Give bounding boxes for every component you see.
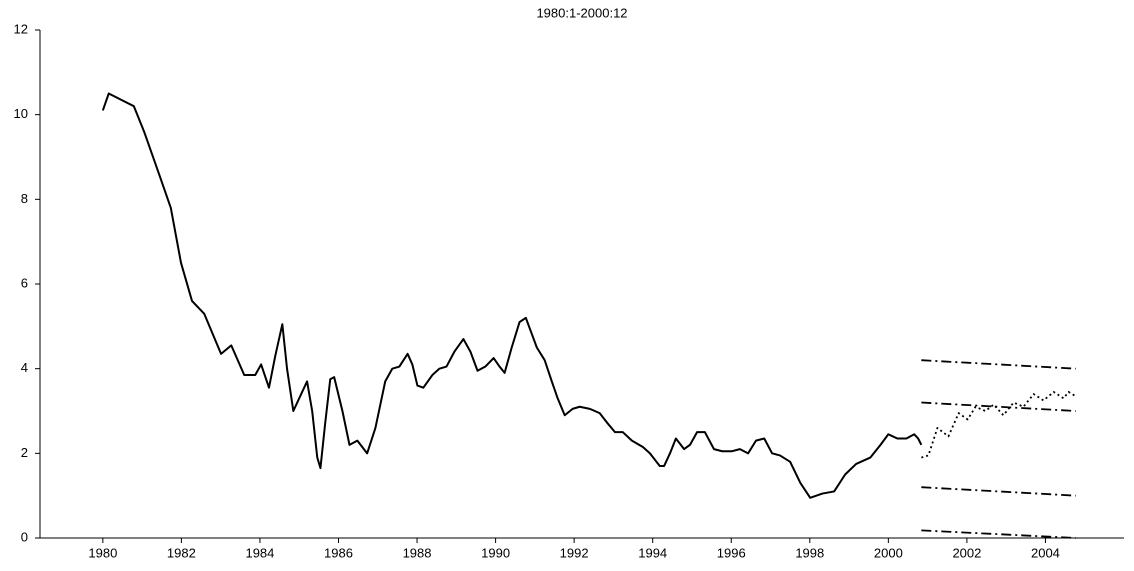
x-tick-label: 1984 [245, 545, 274, 560]
chart-title: 1980:1-2000:12 [536, 5, 627, 20]
x-tick-label: 1998 [795, 545, 824, 560]
y-tick-label: 6 [21, 275, 28, 290]
x-tick-label: 1990 [481, 545, 510, 560]
series-line [921, 401, 1076, 412]
series-line [921, 391, 1077, 459]
series-line [921, 486, 1076, 497]
x-tick-label: 1980 [88, 545, 117, 560]
series-line [101, 92, 923, 499]
x-tick-label: 1996 [717, 545, 746, 560]
x-tick-label: 1986 [324, 545, 353, 560]
x-tick-label: 1994 [638, 545, 667, 560]
series-line [921, 359, 1076, 370]
x-tick-label: 1982 [167, 545, 196, 560]
series-line [921, 529, 1076, 539]
x-tick-label: 2002 [952, 545, 981, 560]
x-tick-label: 2000 [874, 545, 903, 560]
y-tick-label: 12 [14, 21, 28, 36]
x-tick-label: 1988 [403, 545, 432, 560]
y-tick-label: 2 [21, 445, 28, 460]
x-tick-label: 1992 [560, 545, 589, 560]
y-tick-label: 8 [21, 191, 28, 206]
y-tick-label: 0 [21, 529, 28, 544]
y-tick-label: 4 [21, 360, 28, 375]
x-tick-label: 2004 [1031, 545, 1060, 560]
y-tick-label: 10 [14, 106, 28, 121]
